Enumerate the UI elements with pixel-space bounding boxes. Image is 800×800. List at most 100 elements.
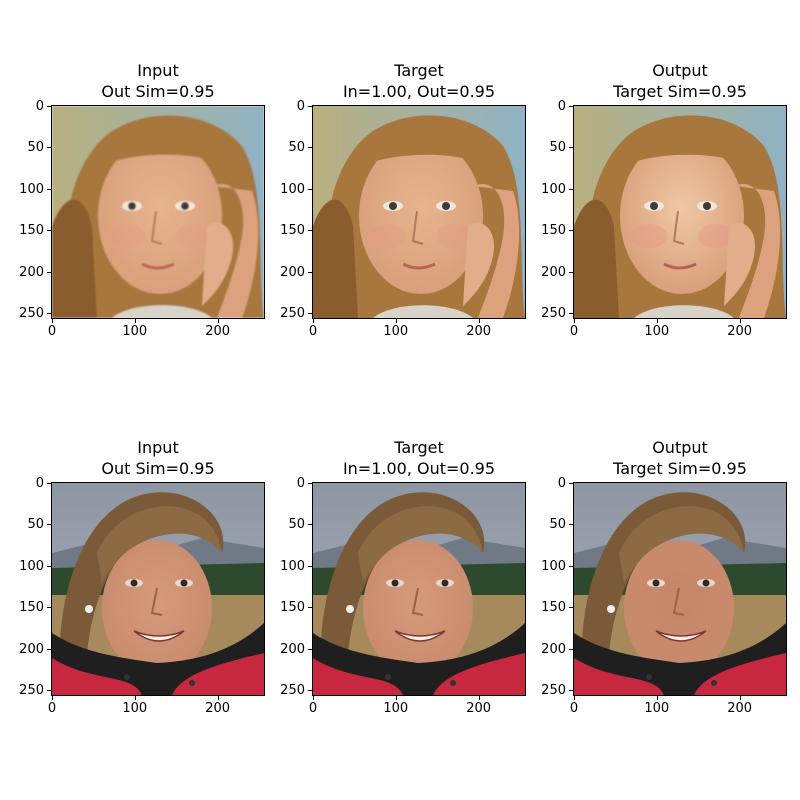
image-panel-output-girl-face	[573, 105, 787, 319]
panel-title-line2: Out Sim=0.95	[101, 459, 215, 478]
y-tick-mark	[47, 483, 52, 484]
panel-title-line1: Output	[652, 61, 708, 80]
y-tick-mark	[47, 147, 52, 149]
y-tick-label: 100	[280, 558, 305, 574]
x-tick-mark	[134, 695, 136, 700]
panel-title: Input Out Sim=0.95	[28, 60, 288, 102]
y-tick-label: 250	[280, 306, 305, 322]
panel-title-line1: Target	[394, 438, 444, 457]
y-tick-mark	[308, 607, 313, 609]
y-tick-mark	[47, 188, 52, 190]
y-tick-mark	[47, 648, 52, 650]
y-tick-label: 100	[541, 558, 566, 574]
y-tick-label: 250	[541, 306, 566, 322]
y-tick-mark	[308, 271, 313, 273]
y-tick-label: 150	[19, 223, 44, 239]
image-panel-input-woman-outdoor	[51, 482, 265, 696]
y-tick-mark	[569, 313, 574, 315]
y-tick-label: 50	[288, 140, 305, 156]
x-tick-mark	[217, 695, 219, 700]
y-tick-mark	[569, 188, 574, 190]
y-tick-mark	[308, 483, 313, 484]
y-tick-mark	[47, 607, 52, 609]
panel-title-line2: In=1.00, Out=0.95	[342, 82, 496, 101]
image-panel-target-girl-face	[312, 105, 526, 319]
y-tick-mark	[569, 147, 574, 149]
x-tick-mark	[134, 318, 136, 323]
x-tick-mark	[395, 695, 397, 700]
y-tick-mark	[47, 313, 52, 315]
x-tick-label: 0	[569, 701, 579, 716]
y-tick-label: 0	[557, 476, 566, 491]
panel-title-line2: Target Sim=0.95	[613, 459, 747, 478]
panel-title-line1: Input	[137, 61, 179, 80]
y-tick-label: 250	[280, 683, 305, 699]
x-tick-mark	[739, 318, 741, 323]
y-tick-mark	[569, 607, 574, 609]
x-tick-label: 100	[383, 324, 409, 339]
y-tick-mark	[569, 690, 574, 692]
y-tick-label: 250	[19, 306, 44, 322]
y-tick-mark	[308, 313, 313, 315]
y-tick-label: 150	[19, 600, 44, 616]
panel-title-line2: In=1.00, Out=0.95	[342, 459, 496, 478]
girl-face-photo	[573, 105, 787, 319]
y-tick-mark	[308, 106, 313, 107]
y-tick-label: 50	[549, 517, 566, 533]
x-tick-mark	[574, 318, 575, 323]
y-tick-mark	[47, 230, 52, 232]
y-tick-label: 250	[19, 683, 44, 699]
y-tick-label: 0	[296, 99, 305, 114]
image-panel-output-woman-outdoor	[573, 482, 787, 696]
y-tick-mark	[47, 690, 52, 692]
y-tick-label: 200	[280, 264, 305, 280]
x-tick-label: 200	[466, 701, 492, 716]
woman-outdoor-photo	[312, 482, 526, 696]
x-tick-label: 0	[47, 324, 57, 339]
image-panel-target-woman-outdoor	[312, 482, 526, 696]
x-tick-mark	[52, 318, 53, 323]
x-tick-mark	[478, 318, 480, 323]
x-tick-label: 0	[308, 701, 318, 716]
woman-outdoor-photo	[51, 482, 265, 696]
y-tick-label: 150	[541, 600, 566, 616]
panel-title-line1: Output	[652, 438, 708, 457]
panel-title-line1: Input	[137, 438, 179, 457]
y-tick-mark	[308, 690, 313, 692]
y-tick-label: 100	[280, 181, 305, 197]
girl-face-photo	[312, 105, 526, 319]
x-tick-mark	[656, 695, 658, 700]
x-tick-label: 100	[644, 701, 670, 716]
y-tick-label: 150	[541, 223, 566, 239]
y-tick-mark	[569, 524, 574, 526]
y-tick-mark	[47, 271, 52, 273]
x-tick-label: 200	[727, 324, 753, 339]
x-tick-mark	[52, 695, 53, 700]
y-tick-label: 0	[35, 99, 44, 114]
y-tick-mark	[308, 230, 313, 232]
y-tick-label: 200	[280, 641, 305, 657]
panel-title: Target In=1.00, Out=0.95	[289, 437, 549, 479]
x-tick-label: 100	[644, 324, 670, 339]
y-tick-label: 100	[541, 181, 566, 197]
y-tick-label: 50	[549, 140, 566, 156]
x-tick-label: 0	[569, 324, 579, 339]
x-tick-mark	[574, 695, 575, 700]
x-tick-mark	[217, 318, 219, 323]
x-tick-label: 100	[383, 701, 409, 716]
y-tick-label: 100	[19, 558, 44, 574]
x-tick-label: 200	[466, 324, 492, 339]
panel-title: Output Target Sim=0.95	[550, 437, 800, 479]
x-tick-label: 200	[727, 701, 753, 716]
y-tick-label: 100	[19, 181, 44, 197]
y-tick-label: 200	[19, 264, 44, 280]
y-tick-mark	[308, 648, 313, 650]
x-tick-mark	[478, 695, 480, 700]
y-tick-mark	[569, 648, 574, 650]
y-tick-label: 50	[288, 517, 305, 533]
panel-title-line1: Target	[394, 61, 444, 80]
x-tick-mark	[313, 318, 314, 323]
panel-title: Input Out Sim=0.95	[28, 437, 288, 479]
y-tick-label: 200	[541, 264, 566, 280]
y-tick-label: 150	[280, 223, 305, 239]
